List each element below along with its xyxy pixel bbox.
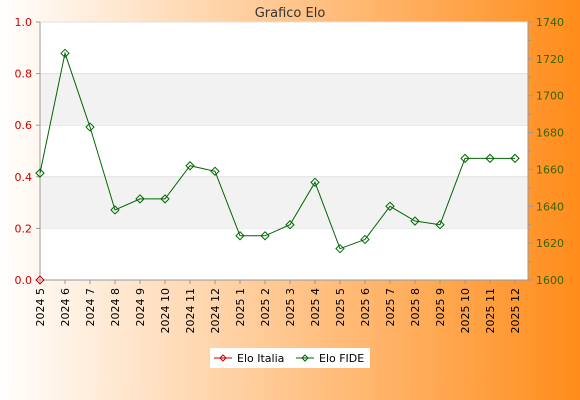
x-tick-label: 2024 8 [109, 288, 122, 327]
x-tick-label: 2024 5 [34, 288, 47, 327]
data-point-elo-fide [435, 220, 445, 230]
right-tick-label: 1740 [536, 16, 564, 29]
x-tick-label: 2025 11 [484, 288, 497, 334]
plot-background [40, 22, 528, 280]
data-point-elo-fide [460, 153, 470, 164]
x-tick-label: 2024 6 [59, 288, 72, 327]
data-point-elo-fide [210, 166, 220, 176]
data-point-elo-fide [260, 231, 270, 241]
left-tick-label: 1.0 [15, 16, 33, 29]
x-tick-label: 2024 11 [184, 288, 197, 334]
data-point-elo-fide [160, 194, 170, 204]
data-point-elo-fide [335, 243, 345, 254]
x-tick-label: 2025 3 [284, 288, 297, 327]
data-point-elo-fide [485, 153, 495, 164]
x-tick-label: 2025 7 [384, 288, 397, 327]
legend-marker-elo-italia [219, 354, 227, 362]
x-axis: 2024 5 2024 6 2024 7 2024 8 2024 9 2024 10 202… [34, 280, 522, 334]
x-tick-label: 2025 4 [309, 288, 322, 327]
legend-box [210, 348, 370, 368]
legend-item-elo-fide: Elo FIDE [296, 352, 364, 365]
left-tick-label: 0.0 [15, 274, 33, 287]
legend-label-elo-italia: Elo Italia [237, 352, 284, 365]
legend-item-elo-italia: Elo Italia [214, 352, 284, 365]
x-tick-label: 2024 7 [84, 288, 97, 327]
data-point-elo-fide [310, 177, 320, 188]
data-point-elo-fide [185, 161, 195, 171]
left-y-axis: 0.0 0.2 0.4 0.6 0.8 1.0 [15, 16, 40, 287]
right-tick-label: 1660 [536, 163, 564, 176]
x-tick-label: 2025 10 [459, 288, 472, 334]
series-elo-fide [35, 48, 520, 254]
x-tick-label: 2025 1 [234, 288, 247, 327]
x-tick-label: 2025 2 [259, 288, 272, 327]
data-point-elo-fide [360, 234, 370, 245]
left-tick-label: 0.8 [15, 68, 33, 81]
left-tick-label: 0.4 [15, 171, 33, 184]
left-tick-label: 0.6 [15, 119, 33, 132]
plot-area [39, 21, 529, 281]
data-point-elo-fide [285, 220, 295, 230]
grid-band [40, 176, 528, 229]
data-point-elo-fide [235, 231, 245, 241]
right-tick-label: 1640 [536, 200, 564, 213]
right-tick-label: 1600 [536, 274, 564, 287]
x-tick-label: 2025 8 [409, 288, 422, 327]
data-point-elo-fide [110, 205, 120, 215]
x-tick-label: 2025 5 [334, 288, 347, 327]
data-point-elo-fide [85, 122, 95, 132]
data-point-elo-fide [385, 201, 395, 211]
x-tick-label: 2025 12 [509, 288, 522, 334]
data-point-elo-fide [135, 194, 145, 204]
data-point-elo-fide [510, 153, 520, 164]
x-tick-label: 2024 9 [134, 288, 147, 327]
left-tick-label: 0.2 [15, 222, 33, 235]
x-tick-label: 2024 10 [159, 288, 172, 334]
data-point-elo-italia [35, 275, 45, 285]
legend-marker-elo-fide [301, 354, 309, 362]
series-line-elo-fide [39, 51, 515, 250]
right-tick-label: 1720 [536, 53, 564, 66]
data-point-elo-fide [35, 168, 45, 178]
data-point-elo-fide [60, 48, 70, 59]
right-tick-label: 1700 [536, 90, 564, 103]
x-tick-label: 2024 12 [209, 288, 222, 334]
series-elo-italia [35, 275, 45, 285]
x-tick-label: 2025 6 [359, 288, 372, 327]
grid-band [40, 73, 528, 126]
data-point-elo-fide [410, 216, 420, 226]
chart-title: Grafico Elo [255, 6, 326, 21]
right-tick-label: 1620 [536, 237, 564, 250]
x-tick-label: 2025 9 [434, 288, 447, 327]
right-tick-label: 1680 [536, 127, 564, 140]
legend-label-elo-fide: Elo FIDE [319, 352, 364, 365]
right-y-axis: 1600 1620 1640 1660 1680 1700 1720 1740 [528, 16, 564, 287]
legend: Elo Italia Elo FIDE [210, 348, 370, 368]
